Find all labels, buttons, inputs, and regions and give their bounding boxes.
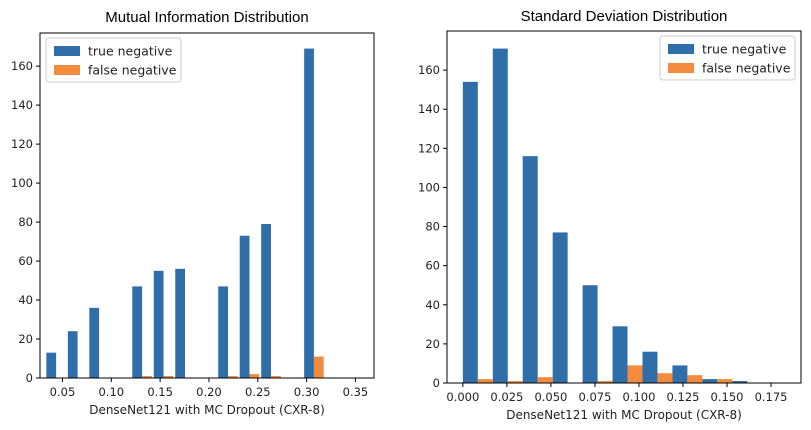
- legend-label: false negative: [88, 63, 177, 78]
- legend-swatch: [54, 46, 80, 56]
- y-tick-label: 40: [18, 293, 33, 307]
- x-tick-label: 0.10: [98, 385, 124, 399]
- bar: [462, 81, 478, 383]
- x-tick-label: 0.30: [294, 385, 320, 399]
- bar: [142, 376, 152, 378]
- bar: [642, 351, 658, 383]
- bar: [477, 379, 493, 383]
- x-tick-label: 0.050: [534, 390, 567, 404]
- legend-swatch: [54, 65, 80, 75]
- series-true-negative: [462, 48, 748, 383]
- bar: [522, 156, 538, 383]
- legend-swatch: [668, 63, 694, 73]
- bar: [313, 356, 324, 378]
- bar: [552, 232, 568, 383]
- bar: [657, 373, 673, 383]
- bar: [687, 375, 703, 383]
- bar: [175, 268, 186, 378]
- bar: [627, 365, 643, 383]
- x-tick-label: 0.100: [623, 390, 656, 404]
- y-tick-label: 0: [433, 376, 440, 390]
- x-tick-label: 0.000: [446, 390, 479, 404]
- y-tick-label: 20: [18, 332, 33, 346]
- axes-frame: [446, 30, 802, 384]
- bar: [582, 285, 598, 383]
- x-tick-label: 0.125: [667, 390, 700, 404]
- bar: [507, 381, 523, 383]
- x-tick-label: 0.20: [196, 385, 222, 399]
- legend: true negative false negative: [659, 35, 796, 81]
- y-tick-label: 20: [425, 337, 440, 351]
- bar: [537, 377, 553, 383]
- y-tick-label: 140: [418, 102, 440, 116]
- chart-2: Standard Deviation Distribution 0 20 40 60 80…: [418, 8, 802, 422]
- bar: [261, 224, 271, 378]
- legend-swatch: [668, 44, 694, 54]
- y-tick-label: 120: [418, 141, 440, 155]
- x-tick-label: 0.35: [343, 385, 369, 399]
- y-tick-label: 80: [18, 215, 33, 229]
- bar: [218, 286, 228, 378]
- y-tick-label: 60: [425, 259, 440, 273]
- x-tick-label: 0.25: [245, 385, 271, 399]
- legend-label: true negative: [88, 44, 173, 59]
- axes-frame: [39, 32, 375, 379]
- x-tick-label: 0.150: [711, 390, 744, 404]
- y-tick-label: 160: [11, 59, 33, 73]
- bar: [717, 379, 733, 383]
- legend-label: false negative: [702, 61, 791, 76]
- y-tick-label: 120: [11, 137, 33, 151]
- x-tick-label: 0.175: [755, 390, 788, 404]
- chart-title: Mutual Information Distribution: [105, 9, 308, 26]
- y-tick-label: 100: [418, 180, 440, 194]
- bar: [597, 381, 613, 383]
- y-tick-label: 60: [18, 254, 33, 268]
- x-tick-label: 0.05: [50, 385, 76, 399]
- y-tick-label: 40: [425, 298, 440, 312]
- bar: [67, 331, 78, 378]
- bar: [163, 376, 174, 378]
- bar: [46, 352, 57, 378]
- x-axis-label: DenseNet121 with MC Dropout (CXR-8): [89, 403, 325, 417]
- x-tick-label: 0.15: [147, 385, 173, 399]
- y-tick-label: 0: [26, 371, 33, 385]
- bar: [270, 376, 281, 378]
- chart-1: Mutual Information Distribution 0 20 40 60 80…: [11, 9, 375, 417]
- bar: [228, 376, 238, 378]
- legend-label: true negative: [702, 42, 787, 57]
- y-tick-label: 140: [11, 98, 33, 112]
- series-true-negative: [46, 48, 314, 379]
- series-false-negative: [477, 365, 733, 383]
- y-tick-label: 160: [418, 63, 440, 77]
- bar: [672, 365, 688, 383]
- bar: [89, 307, 100, 378]
- bar: [612, 326, 628, 383]
- bar: [153, 270, 164, 378]
- y-tick-label: 80: [425, 220, 440, 234]
- bar: [732, 381, 748, 383]
- bar: [304, 48, 314, 379]
- bar: [249, 374, 260, 378]
- legend: true negative false negative: [45, 37, 182, 83]
- bar: [492, 48, 508, 383]
- chart-title: Standard Deviation Distribution: [521, 8, 728, 25]
- bar: [702, 379, 718, 383]
- x-tick-label: 0.025: [490, 390, 523, 404]
- x-axis-label: DenseNet121 with MC Dropout (CXR-8): [506, 408, 742, 422]
- series-false-negative: [142, 356, 324, 378]
- x-tick-label: 0.075: [578, 390, 611, 404]
- y-tick-label: 100: [11, 176, 33, 190]
- bar: [132, 286, 143, 378]
- bar: [239, 235, 250, 378]
